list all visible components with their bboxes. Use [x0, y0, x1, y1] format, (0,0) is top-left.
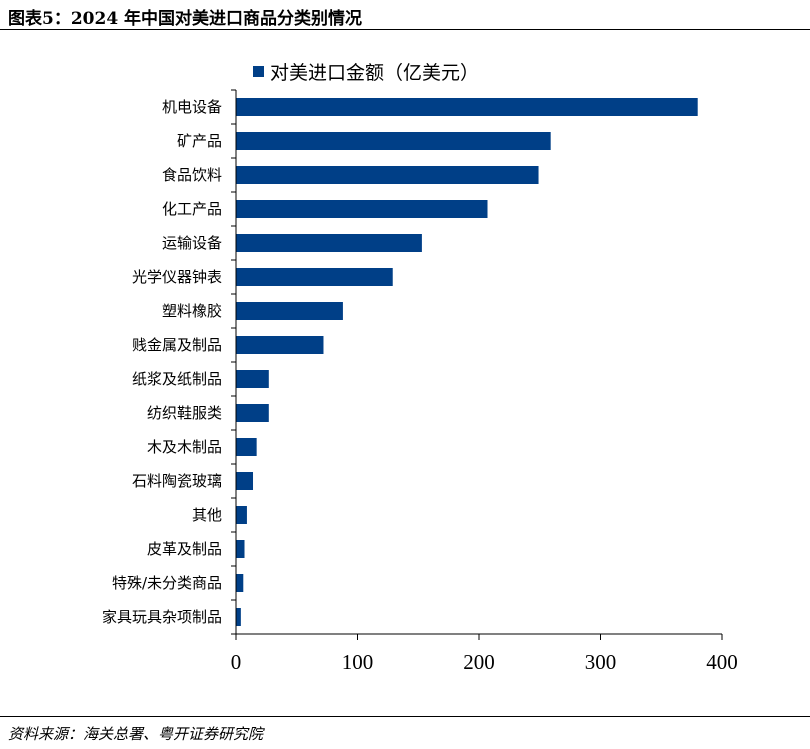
- category-label: 特殊/未分类商品: [112, 574, 222, 592]
- category-label: 塑料橡胶: [162, 302, 222, 320]
- category-label: 光学仪器钟表: [132, 268, 222, 286]
- category-label: 木及木制品: [147, 438, 222, 456]
- category-label: 运输设备: [162, 234, 222, 252]
- bar-4: [236, 200, 488, 218]
- category-label: 矿产品: [177, 132, 222, 150]
- category-label: 贱金属及制品: [132, 336, 222, 354]
- source-note: 资料来源：海关总署、粤开证券研究院: [8, 725, 264, 743]
- x-tick-label: 100: [342, 650, 374, 674]
- source-divider: [0, 716, 810, 717]
- bar-6: [236, 268, 393, 286]
- bar-2: [236, 132, 551, 150]
- category-label: 纸浆及纸制品: [132, 370, 222, 388]
- bar-14: [236, 540, 245, 558]
- bar-chart: 对美进口金额（亿美元） 机电设备矿产品食品饮料化工产品运输设备光学仪器钟表塑料橡…: [102, 62, 738, 674]
- bar-15: [236, 574, 244, 592]
- category-label: 家具玩具杂项制品: [102, 608, 222, 626]
- figure-title: 图表5：2024 年中国对美进口商品分类别情况: [8, 9, 363, 29]
- bar-16: [236, 608, 241, 626]
- bar-7: [236, 302, 343, 320]
- bar-11: [236, 438, 257, 456]
- bar-3: [236, 166, 539, 184]
- legend-label: 对美进口金额（亿美元）: [270, 62, 479, 84]
- category-label: 食品饮料: [162, 166, 222, 184]
- bar-9: [236, 370, 269, 388]
- category-label: 皮革及制品: [147, 540, 222, 558]
- bar-5: [236, 234, 422, 252]
- x-tick-label: 400: [706, 650, 738, 674]
- legend-swatch: [253, 66, 264, 77]
- bar-10: [236, 404, 269, 422]
- chart-legend: 对美进口金额（亿美元）: [253, 62, 479, 84]
- category-label: 机电设备: [162, 98, 222, 116]
- category-label: 其他: [192, 506, 222, 524]
- bar-1: [236, 98, 698, 116]
- category-label: 纺织鞋服类: [147, 404, 222, 422]
- x-tick-label: 300: [585, 650, 617, 674]
- x-tick-label: 0: [231, 650, 242, 674]
- title-divider: [0, 29, 810, 30]
- x-tick-label: 200: [463, 650, 495, 674]
- category-label: 化工产品: [162, 200, 222, 218]
- bar-12: [236, 472, 254, 490]
- bar-8: [236, 336, 324, 354]
- bar-13: [236, 506, 247, 524]
- category-label: 石料陶瓷玻璃: [132, 472, 222, 490]
